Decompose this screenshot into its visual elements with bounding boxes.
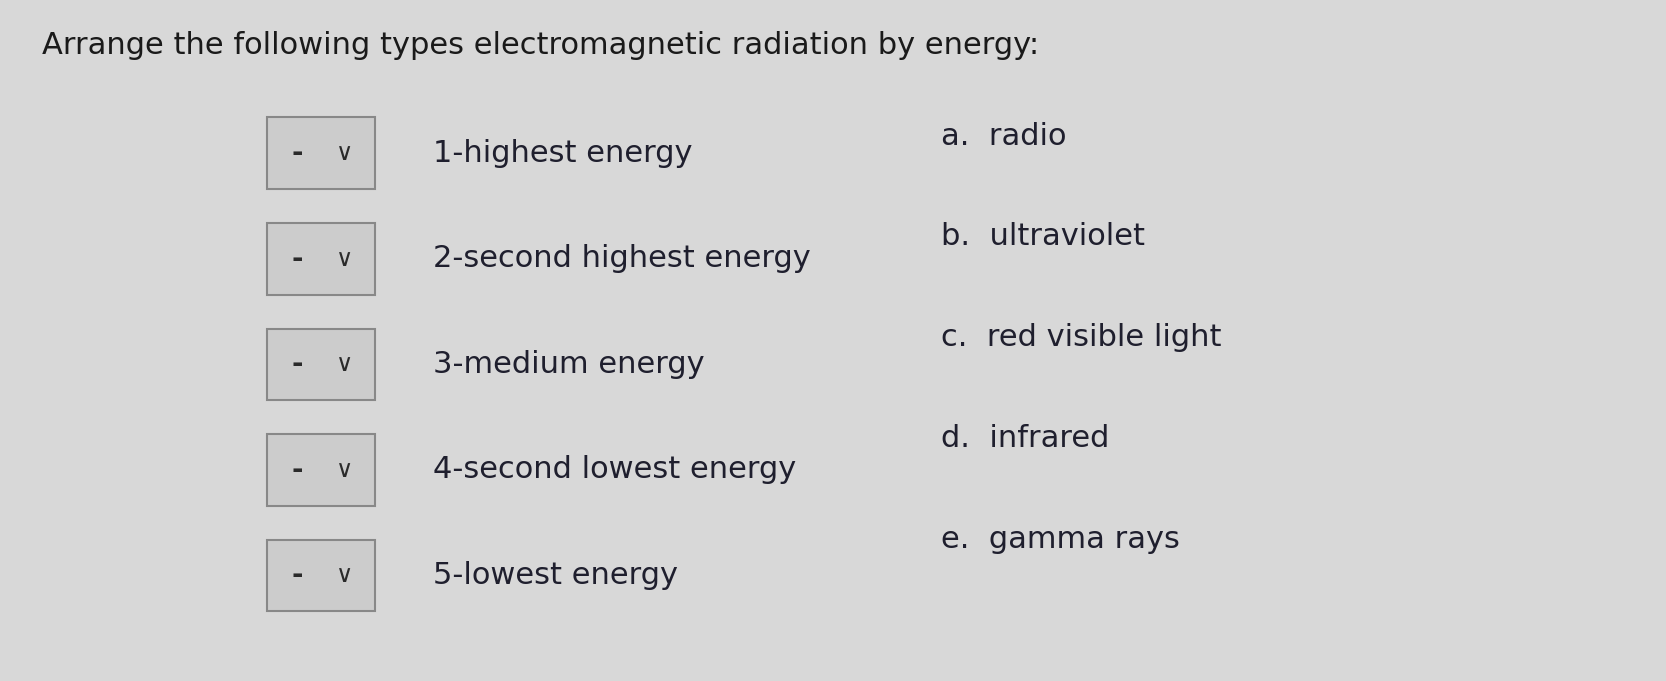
FancyBboxPatch shape — [267, 434, 375, 505]
Text: -: - — [292, 456, 303, 484]
Text: -: - — [292, 350, 303, 379]
Text: ∨: ∨ — [337, 247, 353, 271]
Text: -: - — [292, 561, 303, 590]
Text: -: - — [292, 244, 303, 273]
Text: ∨: ∨ — [337, 563, 353, 588]
Text: 4-second lowest energy: 4-second lowest energy — [433, 456, 796, 484]
Text: a.  radio: a. radio — [941, 122, 1066, 151]
Text: Arrange the following types electromagnetic radiation by energy:: Arrange the following types electromagne… — [42, 31, 1040, 60]
FancyBboxPatch shape — [267, 117, 375, 189]
FancyBboxPatch shape — [267, 223, 375, 294]
Text: 5-lowest energy: 5-lowest energy — [433, 561, 678, 590]
Text: ∨: ∨ — [337, 141, 353, 165]
Text: d.  infrared: d. infrared — [941, 424, 1110, 453]
FancyBboxPatch shape — [267, 328, 375, 400]
Text: ∨: ∨ — [337, 458, 353, 482]
Text: e.  gamma rays: e. gamma rays — [941, 525, 1180, 554]
Text: 1-highest energy: 1-highest energy — [433, 139, 693, 168]
Text: b.  ultraviolet: b. ultraviolet — [941, 223, 1145, 251]
FancyBboxPatch shape — [267, 539, 375, 612]
Text: 3-medium energy: 3-medium energy — [433, 350, 705, 379]
Text: c.  red visible light: c. red visible light — [941, 323, 1221, 352]
Text: -: - — [292, 139, 303, 168]
Text: ∨: ∨ — [337, 352, 353, 377]
Text: 2-second highest energy: 2-second highest energy — [433, 244, 811, 273]
